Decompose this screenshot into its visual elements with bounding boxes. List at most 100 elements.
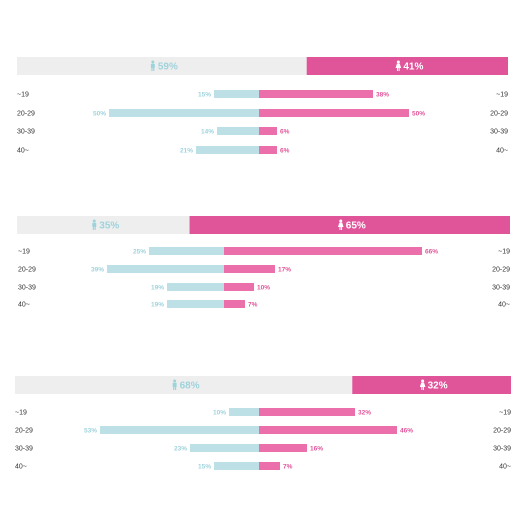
age-label-left: ~19 bbox=[15, 410, 27, 417]
female-bar bbox=[259, 146, 277, 154]
male-bar bbox=[167, 283, 224, 291]
female-icon-head bbox=[396, 60, 400, 64]
male-value-label: 50% bbox=[93, 110, 106, 117]
male-bar bbox=[214, 90, 259, 98]
female-bar bbox=[259, 444, 307, 452]
age-label-left: 20-29 bbox=[15, 428, 33, 435]
female-value-label: 7% bbox=[283, 463, 293, 470]
female-icon bbox=[395, 60, 402, 71]
age-label-right: 30-39 bbox=[492, 285, 510, 292]
age-label-right: 20-29 bbox=[492, 267, 510, 274]
male-icon-leg bbox=[174, 386, 177, 390]
male-percent: 35% bbox=[99, 221, 119, 232]
age-label-left: ~19 bbox=[17, 92, 29, 99]
male-icon-head bbox=[173, 379, 177, 383]
female-icon-head bbox=[339, 219, 343, 223]
female-bar bbox=[259, 127, 277, 135]
male-icon-body bbox=[150, 63, 155, 68]
male-value-label: 25% bbox=[133, 248, 146, 255]
age-label-left: 30-39 bbox=[15, 446, 33, 453]
female-bar bbox=[259, 408, 355, 416]
female-value-label: 66% bbox=[425, 248, 438, 255]
male-value-label: 15% bbox=[198, 91, 211, 98]
header-male-bar bbox=[17, 216, 190, 234]
male-value-label: 19% bbox=[151, 301, 164, 308]
chart-panel-2: 35% 65% ~19 ~19 25% 66% 20-29 20-29 39% 17% 30-39 3… bbox=[17, 216, 510, 309]
female-icon-dress bbox=[337, 222, 344, 227]
female-icon-leg bbox=[422, 387, 424, 390]
female-icon-leg bbox=[341, 227, 343, 230]
age-label-left: 30-39 bbox=[17, 129, 35, 136]
header-male-bar bbox=[17, 57, 307, 75]
female-percent: 65% bbox=[346, 221, 366, 232]
female-bar bbox=[259, 462, 280, 470]
header-female-bar bbox=[306, 57, 508, 75]
age-label-left: 40~ bbox=[15, 464, 27, 471]
female-value-label: 6% bbox=[280, 128, 290, 135]
male-percent: 68% bbox=[180, 381, 200, 392]
female-value-label: 32% bbox=[358, 409, 371, 416]
age-label-right: 30-39 bbox=[493, 446, 511, 453]
male-value-label: 23% bbox=[174, 445, 187, 452]
male-icon-leg bbox=[173, 386, 175, 390]
female-bar bbox=[224, 300, 245, 308]
male-icon bbox=[172, 379, 177, 390]
female-icon-leg bbox=[398, 68, 400, 71]
male-value-label: 53% bbox=[84, 427, 97, 434]
chart-panel-3: 68% 32% ~19 ~19 10% 32% 20-29 20-29 53% 46% 30-39 3… bbox=[15, 376, 511, 471]
female-icon-leg bbox=[339, 227, 341, 230]
male-value-label: 10% bbox=[213, 409, 226, 416]
male-bar bbox=[100, 426, 259, 434]
male-bar bbox=[196, 146, 259, 154]
female-bar bbox=[259, 109, 409, 117]
age-label-left: 20-29 bbox=[18, 267, 36, 274]
female-bar bbox=[224, 247, 422, 255]
female-icon-dress bbox=[395, 63, 402, 68]
age-label-right: 20-29 bbox=[493, 428, 511, 435]
female-percent: 32% bbox=[428, 381, 448, 392]
header-female-bar bbox=[352, 376, 511, 394]
male-icon-head bbox=[151, 60, 155, 64]
age-label-right: 40~ bbox=[499, 464, 511, 471]
female-value-label: 7% bbox=[248, 301, 258, 308]
male-icon-body bbox=[172, 382, 177, 387]
male-icon-body bbox=[92, 222, 97, 227]
female-value-label: 50% bbox=[412, 110, 425, 117]
male-bar bbox=[167, 300, 224, 308]
male-icon-leg bbox=[92, 226, 94, 230]
female-bar bbox=[224, 265, 275, 273]
female-bar bbox=[259, 90, 373, 98]
age-label-right: ~19 bbox=[498, 249, 510, 256]
female-value-label: 46% bbox=[400, 427, 413, 434]
male-icon bbox=[150, 60, 155, 71]
male-bar bbox=[109, 109, 259, 117]
male-bar bbox=[229, 408, 259, 416]
age-label-left: 40~ bbox=[17, 148, 29, 155]
male-icon-leg bbox=[151, 67, 153, 71]
female-value-label: 10% bbox=[257, 284, 270, 291]
male-value-label: 19% bbox=[151, 284, 164, 291]
male-bar bbox=[149, 247, 224, 255]
female-icon bbox=[337, 219, 344, 230]
age-label-right: 40~ bbox=[496, 148, 508, 155]
header-female-bar bbox=[189, 216, 511, 234]
male-value-label: 14% bbox=[201, 128, 214, 135]
female-value-label: 17% bbox=[278, 266, 291, 273]
chart-panel-1: 59% 41% ~19 ~19 15% 38% 20-29 20-29 50% 50% 30-39 3… bbox=[17, 57, 508, 155]
age-label-left: ~19 bbox=[18, 249, 30, 256]
male-bar bbox=[217, 127, 259, 135]
male-bar bbox=[214, 462, 259, 470]
age-label-right: 20-29 bbox=[490, 111, 508, 118]
female-icon-leg bbox=[397, 68, 399, 71]
male-icon bbox=[92, 219, 97, 230]
female-icon-leg bbox=[421, 387, 423, 390]
female-icon-head bbox=[421, 379, 425, 383]
header-male-bar bbox=[15, 376, 353, 394]
female-icon-dress bbox=[419, 382, 426, 387]
female-bar bbox=[224, 283, 254, 291]
male-icon-head bbox=[92, 219, 96, 223]
female-value-label: 6% bbox=[280, 147, 290, 154]
female-percent: 41% bbox=[403, 62, 423, 73]
age-label-left: 40~ bbox=[18, 302, 30, 309]
